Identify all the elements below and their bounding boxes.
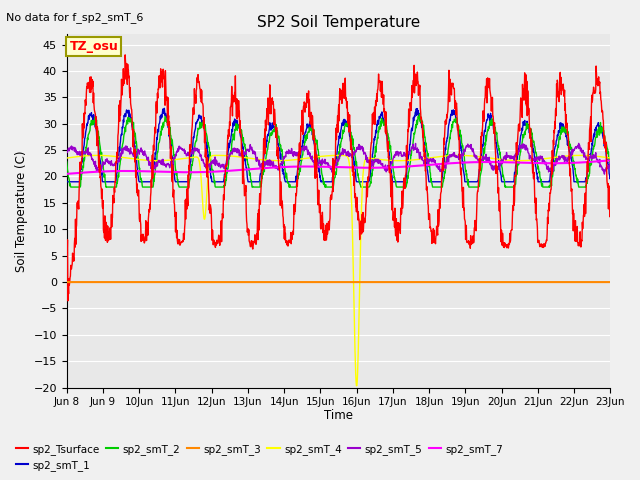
Title: SP2 Soil Temperature: SP2 Soil Temperature [257, 15, 420, 30]
X-axis label: Time: Time [324, 409, 353, 422]
Y-axis label: Soil Temperature (C): Soil Temperature (C) [15, 150, 28, 272]
Text: No data for f_sp2_smT_6: No data for f_sp2_smT_6 [6, 12, 144, 23]
Text: TZ_osu: TZ_osu [70, 40, 118, 53]
Legend: sp2_Tsurface, sp2_smT_1, sp2_smT_2, sp2_smT_3, sp2_smT_4, sp2_smT_5, sp2_smT_7: sp2_Tsurface, sp2_smT_1, sp2_smT_2, sp2_… [12, 439, 507, 475]
